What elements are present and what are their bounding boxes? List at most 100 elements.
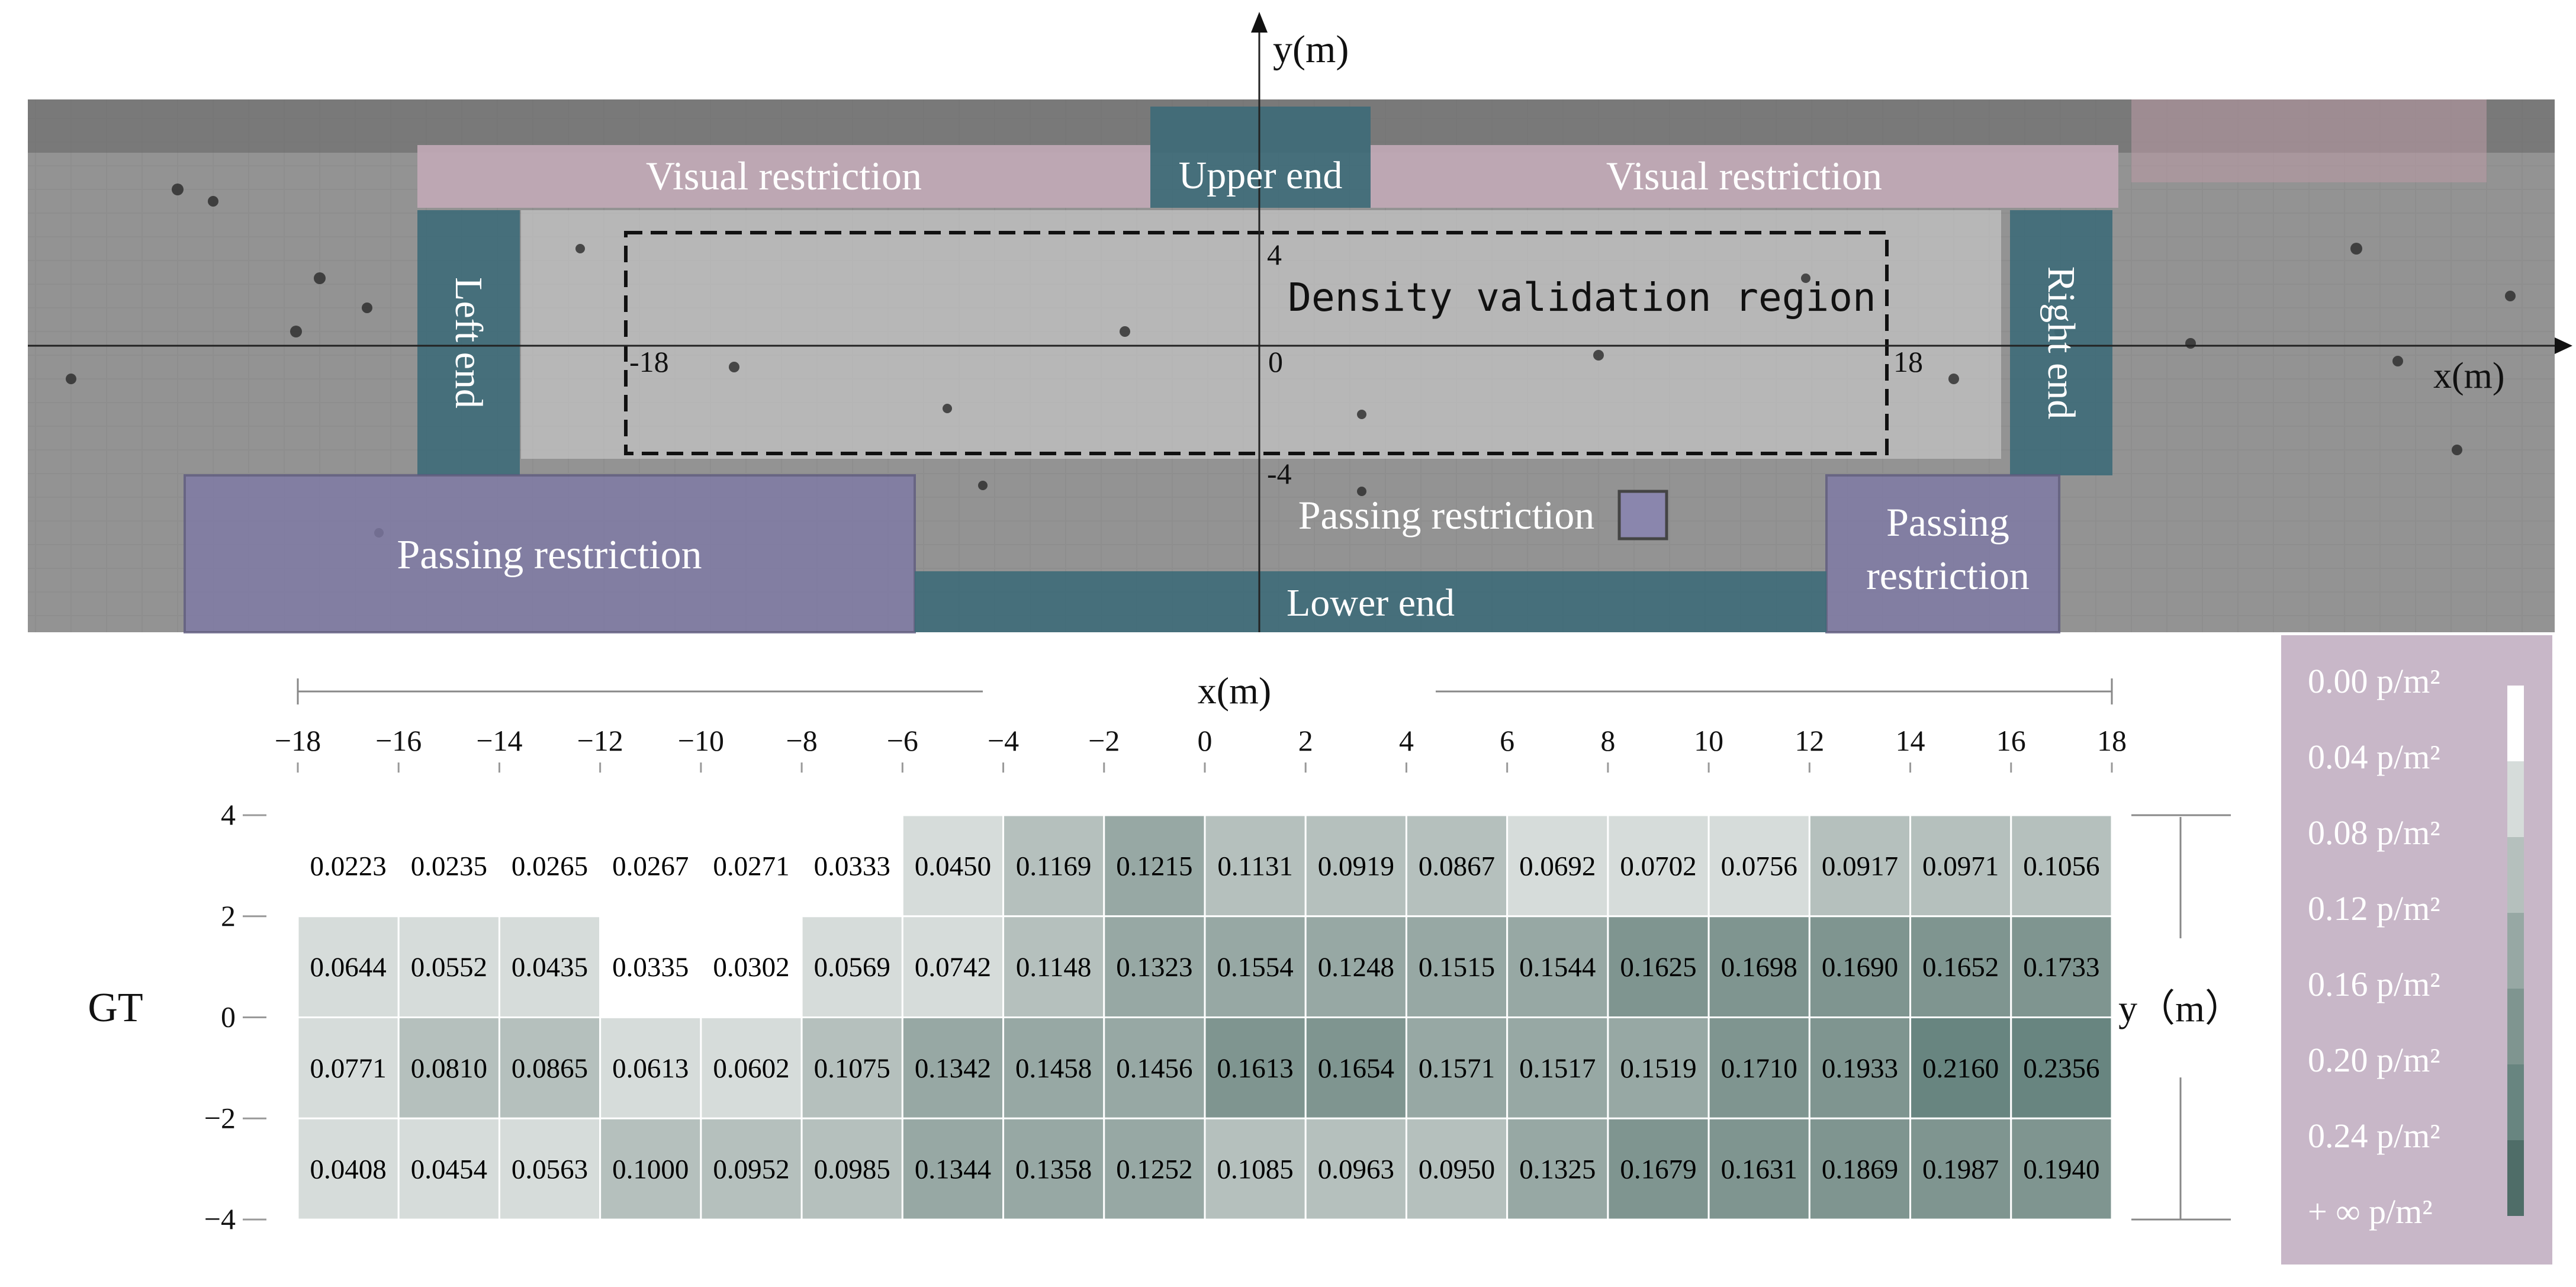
heatmap-cell [1405,1117,1509,1221]
heatmap-cell-value: 0.2160 [1922,1053,1999,1084]
heatmap-cell [1204,915,1307,1018]
passing-restriction-marker [1617,490,1668,540]
heatmap-cell-value: 0.0569 [814,952,890,983]
heatmap-cell-value: 0.0408 [310,1154,386,1185]
heatmap-cell [1808,1117,1912,1221]
legend-labels: 0.00 p/m² 0.04 p/m² 0.08 p/m² 0.12 p/m² 0.16… [2308,662,2440,1231]
right-end-zone [2010,210,2112,475]
heatmap-cell-value: 0.1131 [1217,851,1293,881]
visual-restriction-left-label: Visual restriction [646,153,922,198]
heatmap-cell-value: 0.1248 [1318,952,1394,983]
legend-label: 0.04 p/m² [2308,738,2440,776]
lower-end-zone [915,571,1826,632]
heatmap-y-axis-title: y（m） [2118,987,2243,1029]
x-tick-label: −16 [375,724,422,757]
heatmap-cell-value: 0.1169 [1016,851,1092,881]
heatmap-cell [1405,814,1509,918]
heatmap-cell-value: 0.1654 [1318,1053,1394,1084]
heatmap-cell [297,814,400,918]
heatmap-cell-value: 0.1869 [1822,1154,1898,1185]
heatmap-cell-value: 0.1698 [1721,952,1797,983]
heatmap-cell-value: 0.1323 [1116,952,1192,983]
heatmap-cell-value: 0.0702 [1620,851,1696,881]
y-tick-label: −4 [204,1202,236,1235]
scene-y-pos-label: 4 [1267,238,1282,271]
heatmap-cell-value: 0.1056 [2023,851,2099,881]
heatmap-cell-value: 0.1458 [1015,1053,1092,1084]
heatmap-cell-value: 0.0552 [411,952,487,983]
heatmap-cell-value: 0.0756 [1721,851,1797,881]
density-region-label: Density validation region [1288,275,1876,320]
heatmap-cell [1909,1016,2012,1119]
x-tick-label: 18 [2097,724,2127,757]
heatmap-cell-value: 0.1625 [1620,952,1696,983]
heatmap-cell [700,1117,803,1221]
heatmap-cell [397,915,500,1018]
heatmap-cell-value: 0.1519 [1620,1053,1696,1084]
heatmap-cell [2010,1117,2113,1221]
legend-label: 0.24 p/m² [2308,1117,2440,1155]
passing-restriction-right-label-line1: Passing [1886,500,2009,545]
heatmap-cell [1002,1117,1105,1221]
heatmap-cell-value: 0.0450 [915,851,991,881]
heatmap-cell-value: 0.0644 [310,952,386,983]
visual-restriction-right-zone [1371,145,2118,208]
visual-restriction-right-label: Visual restriction [1606,153,1882,198]
heatmap-row-label: GT [88,985,143,1031]
heatmap-cell [599,915,702,1018]
heatmap-cell [1506,1016,1609,1119]
heatmap-cell-value: 0.0952 [713,1154,789,1185]
heatmap-cell-value: 0.1000 [612,1154,689,1185]
heatmap-cell-value: 0.1987 [1922,1154,1999,1185]
heatmap-cell-value: 0.0771 [310,1053,386,1084]
heatmap-cell [901,1117,1005,1221]
heatmap-cell-value: 0.1544 [1519,952,1596,983]
y-tick-label: −2 [204,1101,236,1134]
x-tick-label: −8 [786,724,818,757]
x-tick-label: −4 [988,724,1019,757]
heatmap-cell [599,1117,702,1221]
heatmap-cell [1002,814,1105,918]
heatmap-cell [1707,1016,1810,1119]
x-tick-label: −12 [577,724,623,757]
passing-restriction-right-label-line2: restriction [1866,553,2030,598]
legend-color-step [2507,913,2524,989]
passing-restriction-right-zone [1825,474,2060,633]
density-validation-region [624,231,1889,455]
heatmap-cell [397,1016,500,1119]
heatmap-cell [800,1016,903,1119]
heatmap-cell [599,814,702,918]
x-tick-label: 8 [1600,724,1615,757]
visual-restriction-left-zone [417,145,1150,208]
x-tick-label: −18 [275,724,321,757]
heatmap-cell [1002,915,1105,1018]
heatmap-cell-value: 0.1554 [1217,952,1293,983]
heatmap-cell-value: 0.0742 [915,952,991,983]
heatmap-cell-value: 0.1215 [1116,851,1192,881]
legend-color-step [2507,686,2524,761]
legend-color-step [2507,989,2524,1064]
heatmap-cell-value: 0.1690 [1822,952,1898,983]
scene-x-neg-label: -18 [629,345,669,378]
heatmap-cell-value: 0.0810 [411,1053,487,1084]
legend-label: 0.16 p/m² [2308,965,2440,1003]
heatmap-cell-value: 0.1075 [814,1053,890,1084]
heatmap-y-ticks: 4 2 0 −2 −4 [204,798,266,1235]
heatmap-cell [1607,1117,1710,1221]
heatmap-cell-value: 0.1710 [1721,1053,1797,1084]
heatmap-cell-value: 0.0963 [1318,1154,1394,1185]
heatmap-cell-value: 0.1515 [1419,952,1495,983]
passing-restriction-left-zone [184,474,916,633]
heatmap-cell [498,1016,602,1119]
scene-diagram: y(m) x(m) 0 -18 18 4 -4 Visual restricti… [28,12,2572,633]
heatmap-cell [1909,1117,2012,1221]
lower-end-label: Lower end [1287,581,1455,625]
legend-label: 0.08 p/m² [2308,813,2440,852]
x-tick-label: 4 [1399,724,1414,757]
heatmap-cell [297,1117,400,1221]
heatmap-cell [1607,814,1710,918]
scene-y-axis-arrow [1251,12,1268,33]
x-tick-label: 16 [1996,724,2026,757]
left-end-zone [417,210,520,475]
left-end-label: Left end [447,277,490,408]
